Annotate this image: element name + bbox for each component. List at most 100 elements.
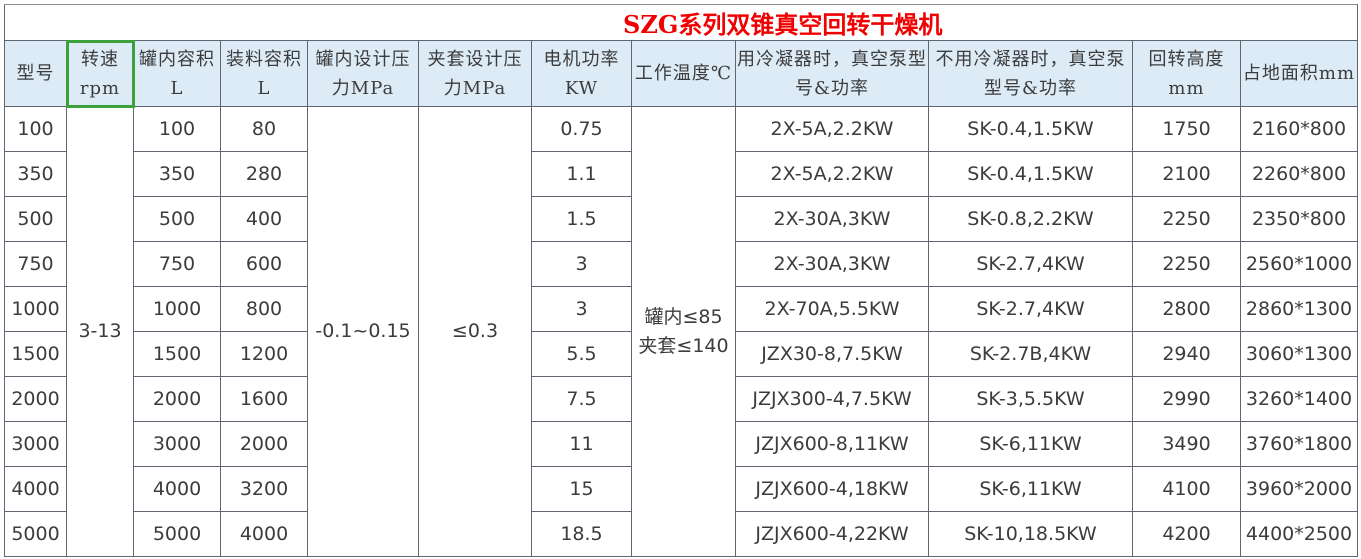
cell-model[interactable]: 750 bbox=[4, 241, 67, 287]
cell-load-volume[interactable]: 80 bbox=[220, 106, 308, 152]
cell-vessel-pressure[interactable]: -0.1~0.15 bbox=[307, 106, 419, 557]
cell-model[interactable]: 1000 bbox=[4, 286, 67, 332]
cell-volume[interactable]: 350 bbox=[133, 151, 221, 197]
column-header[interactable]: 占地面积mm bbox=[1240, 40, 1358, 107]
cell-motor-power[interactable]: 0.75 bbox=[531, 106, 632, 152]
cell-pump-without-condenser[interactable]: SK-2.7,4KW bbox=[928, 241, 1133, 287]
cell-floor-area[interactable]: 2260*800 bbox=[1240, 151, 1358, 197]
cell-floor-area[interactable]: 2860*1300 bbox=[1240, 286, 1358, 332]
cell-model[interactable]: 5000 bbox=[4, 511, 67, 557]
cell-volume[interactable]: 100 bbox=[133, 106, 221, 152]
cell-motor-power[interactable]: 7.5 bbox=[531, 376, 632, 422]
cell-pump-with-condenser[interactable]: JZJX600-4,18KW bbox=[735, 466, 929, 512]
cell-pump-without-condenser[interactable]: SK-10,18.5KW bbox=[928, 511, 1133, 557]
cell-pump-with-condenser[interactable]: 2X-5A,2.2KW bbox=[735, 106, 929, 152]
cell-pump-with-condenser[interactable]: 2X-30A,3KW bbox=[735, 196, 929, 242]
cell-floor-area[interactable]: 3760*1800 bbox=[1240, 421, 1358, 467]
table-row: 5000 5000 4000 18.5 JZJX600-4,22KW SK-10,18.5… bbox=[4, 511, 1358, 557]
table-title[interactable]: SZG系列双锥真空回转干燥机 bbox=[4, 4, 1358, 41]
column-header[interactable]: 用冷凝器时，真空泵型号&功率 bbox=[735, 40, 929, 107]
cell-pump-with-condenser[interactable]: JZJX600-8,11KW bbox=[735, 421, 929, 467]
column-header[interactable]: 电机功率KW bbox=[531, 40, 632, 107]
column-header[interactable]: 夹套设计压力MPa bbox=[418, 40, 532, 107]
cell-load-volume[interactable]: 600 bbox=[220, 241, 308, 287]
cell-pump-with-condenser[interactable]: JZJX600-4,22KW bbox=[735, 511, 929, 557]
cell-volume[interactable]: 4000 bbox=[133, 466, 221, 512]
table-row: 100 3-13 100 80 -0.1~0.15 ≤0.3 0.75 罐内≤85 夹套≤14… bbox=[4, 106, 1358, 557]
cell-load-volume[interactable]: 3200 bbox=[220, 466, 308, 512]
cell-motor-power[interactable]: 3 bbox=[531, 241, 632, 287]
cell-rotation-height[interactable]: 2100 bbox=[1132, 151, 1241, 197]
cell-rotation-height[interactable]: 2800 bbox=[1132, 286, 1241, 332]
cell-pump-with-condenser[interactable]: 2X-70A,5.5KW bbox=[735, 286, 929, 332]
cell-floor-area[interactable]: 3960*2000 bbox=[1240, 466, 1358, 512]
cell-speed[interactable]: 3-13 bbox=[66, 106, 134, 557]
cell-pump-with-condenser[interactable]: JZX30-8,7.5KW bbox=[735, 331, 929, 377]
column-header[interactable]: 工作温度℃ bbox=[631, 40, 736, 107]
cell-motor-power[interactable]: 18.5 bbox=[531, 511, 632, 557]
cell-model[interactable]: 1500 bbox=[4, 331, 67, 377]
cell-motor-power[interactable]: 1.5 bbox=[531, 196, 632, 242]
column-header[interactable]: 装料容积L bbox=[220, 40, 308, 107]
cell-pump-without-condenser[interactable]: SK-3,5.5KW bbox=[928, 376, 1133, 422]
cell-floor-area[interactable]: 4400*2500 bbox=[1240, 511, 1358, 557]
cell-rotation-height[interactable]: 2990 bbox=[1132, 376, 1241, 422]
column-header[interactable]: 罐内设计压力MPa bbox=[307, 40, 419, 107]
cell-rotation-height[interactable]: 1750 bbox=[1132, 106, 1241, 152]
column-header[interactable]: 不用冷凝器时，真空泵型号&功率 bbox=[928, 40, 1133, 107]
cell-motor-power[interactable]: 3 bbox=[531, 286, 632, 332]
cell-load-volume[interactable]: 2000 bbox=[220, 421, 308, 467]
cell-load-volume[interactable]: 800 bbox=[220, 286, 308, 332]
cell-volume[interactable]: 2000 bbox=[133, 376, 221, 422]
cell-volume[interactable]: 3000 bbox=[133, 421, 221, 467]
cell-floor-area[interactable]: 3060*1300 bbox=[1240, 331, 1358, 377]
cell-pump-without-condenser[interactable]: SK-0.4,1.5KW bbox=[928, 151, 1133, 197]
cell-motor-power[interactable]: 11 bbox=[531, 421, 632, 467]
cell-volume[interactable]: 750 bbox=[133, 241, 221, 287]
cell-pump-with-condenser[interactable]: JZJX300-4,7.5KW bbox=[735, 376, 929, 422]
cell-pump-without-condenser[interactable]: SK-2.7,4KW bbox=[928, 286, 1133, 332]
cell-rotation-height[interactable]: 4200 bbox=[1132, 511, 1241, 557]
cell-model[interactable]: 350 bbox=[4, 151, 67, 197]
cell-load-volume[interactable]: 280 bbox=[220, 151, 308, 197]
column-header[interactable]: 型号 bbox=[4, 40, 67, 107]
column-header[interactable]: 转速rpm bbox=[65, 39, 135, 108]
cell-pump-without-condenser[interactable]: SK-2.7B,4KW bbox=[928, 331, 1133, 377]
cell-floor-area[interactable]: 3260*1400 bbox=[1240, 376, 1358, 422]
cell-motor-power[interactable]: 15 bbox=[531, 466, 632, 512]
cell-model[interactable]: 2000 bbox=[4, 376, 67, 422]
cell-floor-area[interactable]: 2560*1000 bbox=[1240, 241, 1358, 287]
cell-pump-without-condenser[interactable]: SK-0.8,2.2KW bbox=[928, 196, 1133, 242]
cell-model[interactable]: 4000 bbox=[4, 466, 67, 512]
column-header[interactable]: 罐内容积L bbox=[133, 40, 221, 107]
cell-pump-without-condenser[interactable]: SK-6,11KW bbox=[928, 421, 1133, 467]
cell-load-volume[interactable]: 1200 bbox=[220, 331, 308, 377]
cell-rotation-height[interactable]: 4100 bbox=[1132, 466, 1241, 512]
cell-rotation-height[interactable]: 2250 bbox=[1132, 241, 1241, 287]
cell-rotation-height[interactable]: 3490 bbox=[1132, 421, 1241, 467]
cell-pump-with-condenser[interactable]: 2X-5A,2.2KW bbox=[735, 151, 929, 197]
table-row: 500 500 400 1.5 2X-30A,3KW SK-0.8,2.2KW 2250 23… bbox=[4, 196, 1358, 242]
cell-volume[interactable]: 1000 bbox=[133, 286, 221, 332]
cell-pump-without-condenser[interactable]: SK-0.4,1.5KW bbox=[928, 106, 1133, 152]
cell-model[interactable]: 100 bbox=[4, 106, 67, 152]
cell-floor-area[interactable]: 2160*800 bbox=[1240, 106, 1358, 152]
cell-pump-with-condenser[interactable]: 2X-30A,3KW bbox=[735, 241, 929, 287]
cell-rotation-height[interactable]: 2250 bbox=[1132, 196, 1241, 242]
cell-motor-power[interactable]: 5.5 bbox=[531, 331, 632, 377]
cell-motor-power[interactable]: 1.1 bbox=[531, 151, 632, 197]
cell-rotation-height[interactable]: 2940 bbox=[1132, 331, 1241, 377]
cell-model[interactable]: 3000 bbox=[4, 421, 67, 467]
cell-volume[interactable]: 5000 bbox=[133, 511, 221, 557]
column-header[interactable]: 回转高度mm bbox=[1132, 40, 1241, 107]
cell-temperature[interactable]: 罐内≤85 夹套≤140 bbox=[631, 106, 736, 557]
cell-load-volume[interactable]: 1600 bbox=[220, 376, 308, 422]
cell-volume[interactable]: 1500 bbox=[133, 331, 221, 377]
cell-load-volume[interactable]: 4000 bbox=[220, 511, 308, 557]
cell-load-volume[interactable]: 400 bbox=[220, 196, 308, 242]
cell-volume[interactable]: 500 bbox=[133, 196, 221, 242]
cell-model[interactable]: 500 bbox=[4, 196, 67, 242]
cell-jacket-pressure[interactable]: ≤0.3 bbox=[418, 106, 532, 557]
cell-pump-without-condenser[interactable]: SK-6,11KW bbox=[928, 466, 1133, 512]
cell-floor-area[interactable]: 2350*800 bbox=[1240, 196, 1358, 242]
